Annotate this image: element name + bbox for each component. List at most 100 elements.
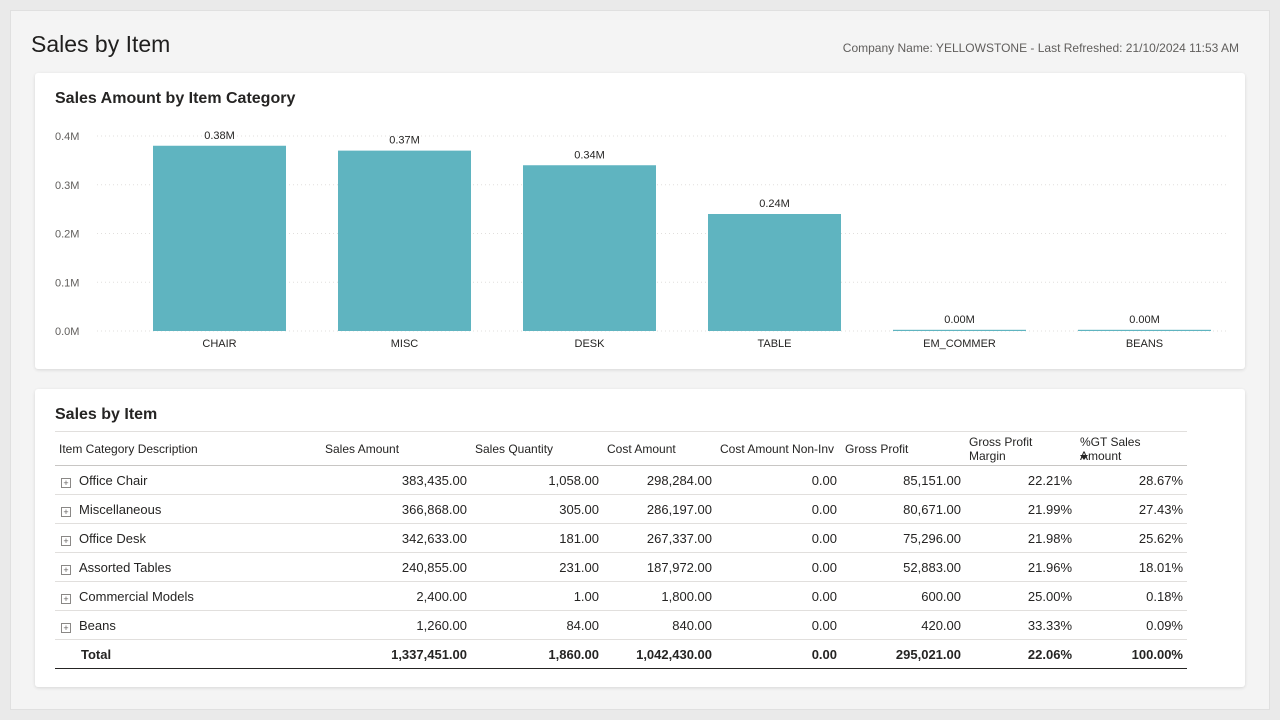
cell-gross-profit-margin: 33.33% bbox=[965, 610, 1076, 640]
category-label: Office Chair bbox=[79, 472, 148, 488]
data-label: 0.24M bbox=[759, 198, 790, 210]
cell-cost-amount: 298,284.00 bbox=[603, 465, 716, 495]
category-label: Beans bbox=[79, 617, 116, 633]
cell-cost-amount-non-inv: 0.00 bbox=[716, 581, 841, 611]
category-label: Assorted Tables bbox=[79, 559, 172, 575]
cell-gross-profit-margin: 21.98% bbox=[965, 523, 1076, 553]
x-tick-label: CHAIR bbox=[202, 338, 236, 350]
bar-desk[interactable] bbox=[523, 165, 656, 331]
x-tick-label: DESK bbox=[575, 338, 606, 350]
table-header-row: Item Category Description Sales Amount S… bbox=[55, 431, 1187, 466]
cell-cost-amount-non-inv: 0.00 bbox=[716, 465, 841, 495]
total-gross-profit-margin: 22.06% bbox=[965, 639, 1076, 669]
cell-gross-profit-margin: 21.96% bbox=[965, 552, 1076, 582]
cell-gross-profit-margin: 22.21% bbox=[965, 465, 1076, 495]
cell-sales-quantity: 84.00 bbox=[471, 610, 603, 640]
company-refresh-info: Company Name: YELLOWSTONE - Last Refresh… bbox=[842, 41, 1239, 55]
cell-gt-sales-amount: 28.67% bbox=[1076, 465, 1187, 495]
col-header-category[interactable]: Item Category Description bbox=[55, 431, 321, 466]
x-tick-label: BEANS bbox=[1126, 338, 1163, 350]
table-row[interactable]: + Assorted Tables 240,855.00 231.00 187,972.… bbox=[55, 552, 1187, 582]
x-tick-label: MISC bbox=[391, 338, 419, 350]
col-header-gross-profit-margin[interactable]: Gross Profit Margin bbox=[965, 431, 1076, 466]
cell-cost-amount: 840.00 bbox=[603, 610, 716, 640]
cell-sales-quantity: 1.00 bbox=[471, 581, 603, 611]
page-title: Sales by Item bbox=[31, 31, 171, 57]
category-label: Miscellaneous bbox=[79, 501, 162, 517]
sales-by-item-table-card[interactable]: Sales by Item Item Category Description … bbox=[35, 389, 1245, 687]
bar-chair[interactable] bbox=[153, 145, 286, 331]
sales-amount-chart-card[interactable]: Sales Amount by Item Category 0.0M 0.1M 0.… bbox=[35, 73, 1245, 369]
cell-gross-profit: 420.00 bbox=[841, 610, 965, 640]
cell-gross-profit: 80,671.00 bbox=[841, 494, 965, 524]
cell-gross-profit-margin: 25.00% bbox=[965, 581, 1076, 611]
expand-plus-icon[interactable]: + bbox=[61, 622, 71, 633]
cell-sales-quantity: 1,058.00 bbox=[471, 465, 603, 495]
cell-cost-amount-non-inv: 0.00 bbox=[716, 552, 841, 582]
report-canvas: Sales by Item Company Name: YELLOWSTONE … bbox=[10, 10, 1270, 710]
y-tick-label: 0.3M bbox=[55, 180, 79, 192]
chart-title: Sales Amount by Item Category bbox=[55, 90, 296, 107]
expand-plus-icon[interactable]: + bbox=[61, 593, 71, 604]
cell-cost-amount: 1,800.00 bbox=[603, 581, 716, 611]
expand-plus-icon[interactable]: + bbox=[61, 477, 71, 488]
y-tick-label: 0.4M bbox=[55, 131, 79, 143]
sort-descending-icon[interactable] bbox=[1080, 455, 1088, 460]
data-label: 0.38M bbox=[204, 130, 235, 142]
col-header-cost-amount-non-inv[interactable]: Cost Amount Non-Inv bbox=[716, 431, 841, 466]
cell-sales-amount: 383,435.00 bbox=[321, 465, 471, 495]
col-header-cost-amount[interactable]: Cost Amount bbox=[603, 431, 716, 466]
cell-sales-amount: 366,868.00 bbox=[321, 494, 471, 524]
expand-plus-icon[interactable]: + bbox=[61, 535, 71, 546]
cell-category: + Office Desk bbox=[55, 523, 321, 553]
total-cost-amount-non-inv: 0.00 bbox=[716, 639, 841, 669]
cell-gross-profit-margin: 21.99% bbox=[965, 494, 1076, 524]
col-header-sales-quantity[interactable]: Sales Quantity bbox=[471, 431, 603, 466]
y-tick-label: 0.2M bbox=[55, 229, 79, 241]
cell-category: + Beans bbox=[55, 610, 321, 640]
cell-sales-quantity: 231.00 bbox=[471, 552, 603, 582]
y-tick-label: 0.1M bbox=[55, 277, 79, 289]
total-cost-amount: 1,042,430.00 bbox=[603, 639, 716, 669]
col-header-gt-sales-amount-label: %GT Sales Amount bbox=[1080, 434, 1141, 463]
x-tick-label: EM_COMMER bbox=[923, 338, 996, 350]
total-label: Total bbox=[55, 639, 321, 669]
table-row[interactable]: + Beans 1,260.00 84.00 840.00 0.00 420.00 33.33… bbox=[55, 610, 1187, 640]
cell-gross-profit: 75,296.00 bbox=[841, 523, 965, 553]
expand-plus-icon[interactable]: + bbox=[61, 506, 71, 517]
cell-gt-sales-amount: 25.62% bbox=[1076, 523, 1187, 553]
cell-category: + Assorted Tables bbox=[55, 552, 321, 582]
table-row[interactable]: + Office Chair 383,435.00 1,058.00 298,284.0… bbox=[55, 465, 1187, 495]
bar-beans[interactable] bbox=[1078, 329, 1211, 331]
bar-chart[interactable]: 0.0M 0.1M 0.2M 0.3M 0.4M 0.38M CHAIR 0.37M MISC 0… bbox=[35, 73, 1245, 369]
cell-cost-amount: 286,197.00 bbox=[603, 494, 716, 524]
cell-cost-amount-non-inv: 0.00 bbox=[716, 494, 841, 524]
bar-em_commer[interactable] bbox=[893, 329, 1026, 331]
cell-gross-profit: 85,151.00 bbox=[841, 465, 965, 495]
cell-cost-amount: 267,337.00 bbox=[603, 523, 716, 553]
category-label: Office Desk bbox=[79, 530, 146, 546]
col-header-sales-amount[interactable]: Sales Amount bbox=[321, 431, 471, 466]
data-label: 0.34M bbox=[574, 149, 605, 161]
table-row[interactable]: + Commercial Models 2,400.00 1.00 1,800.00 0.… bbox=[55, 581, 1187, 611]
table-title: Sales by Item bbox=[55, 406, 158, 423]
cell-gt-sales-amount: 18.01% bbox=[1076, 552, 1187, 582]
data-label: 0.37M bbox=[389, 135, 420, 147]
cell-category: + Office Chair bbox=[55, 465, 321, 495]
cell-sales-quantity: 305.00 bbox=[471, 494, 603, 524]
bar-misc[interactable] bbox=[338, 150, 471, 331]
bar-table[interactable] bbox=[708, 214, 841, 331]
sales-by-item-table: Item Category Description Sales Amount S… bbox=[55, 431, 1187, 669]
table-row[interactable]: + Office Desk 342,633.00 181.00 267,337.00 0.… bbox=[55, 523, 1187, 553]
cell-cost-amount-non-inv: 0.00 bbox=[716, 523, 841, 553]
expand-plus-icon[interactable]: + bbox=[61, 564, 71, 575]
table-total-row: Total 1,337,451.00 1,860.00 1,042,430.00… bbox=[55, 639, 1187, 669]
category-label: Commercial Models bbox=[79, 588, 194, 604]
col-header-gt-sales-amount[interactable]: %GT Sales Amount bbox=[1076, 431, 1187, 466]
cell-sales-amount: 1,260.00 bbox=[321, 610, 471, 640]
col-header-gross-profit[interactable]: Gross Profit bbox=[841, 431, 965, 466]
cell-cost-amount-non-inv: 0.00 bbox=[716, 610, 841, 640]
cell-sales-amount: 342,633.00 bbox=[321, 523, 471, 553]
total-gross-profit: 295,021.00 bbox=[841, 639, 965, 669]
table-row[interactable]: + Miscellaneous 366,868.00 305.00 286,197.00… bbox=[55, 494, 1187, 524]
